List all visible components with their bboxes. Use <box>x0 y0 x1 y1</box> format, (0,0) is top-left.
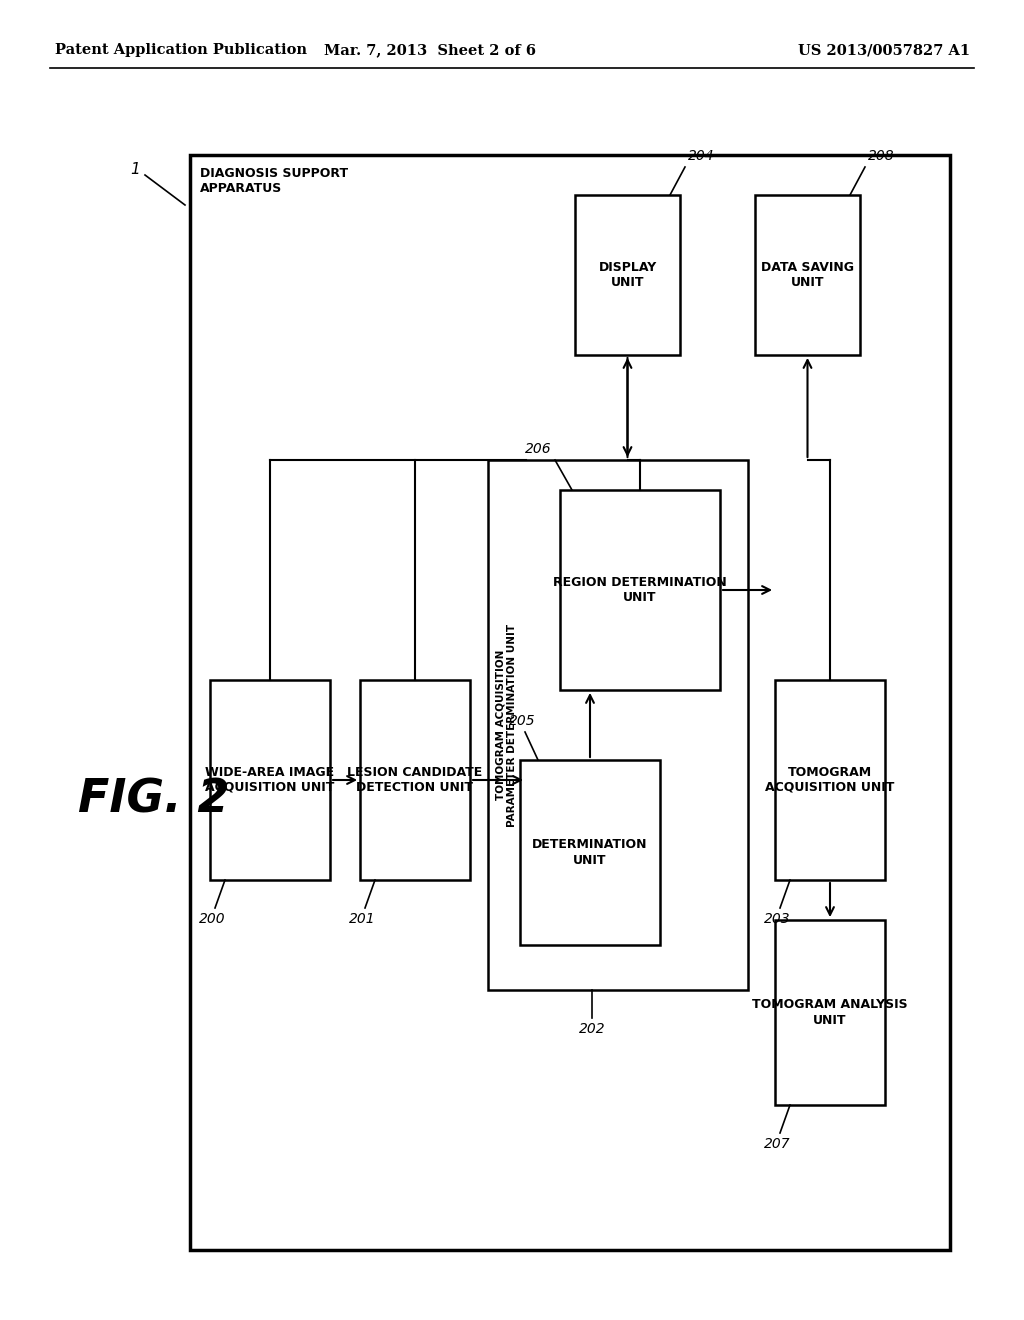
Text: TOMOGRAM
ACQUISITION UNIT: TOMOGRAM ACQUISITION UNIT <box>765 766 895 795</box>
Text: 206: 206 <box>525 442 552 455</box>
Text: US 2013/0057827 A1: US 2013/0057827 A1 <box>798 44 970 57</box>
Bar <box>755 195 860 355</box>
Text: Mar. 7, 2013  Sheet 2 of 6: Mar. 7, 2013 Sheet 2 of 6 <box>324 44 536 57</box>
Bar <box>520 760 660 945</box>
Text: REGION DETERMINATION
UNIT: REGION DETERMINATION UNIT <box>553 576 727 605</box>
Text: DISPLAY
UNIT: DISPLAY UNIT <box>598 261 656 289</box>
Bar <box>560 490 720 690</box>
Text: 205: 205 <box>509 714 536 729</box>
Text: WIDE-AREA IMAGE
ACQUISITION UNIT: WIDE-AREA IMAGE ACQUISITION UNIT <box>206 766 335 795</box>
Text: FIG. 2: FIG. 2 <box>78 777 229 822</box>
Bar <box>210 680 330 880</box>
Text: DETERMINATION
UNIT: DETERMINATION UNIT <box>532 838 648 866</box>
Text: Patent Application Publication: Patent Application Publication <box>55 44 307 57</box>
Bar <box>360 680 470 880</box>
Text: 208: 208 <box>868 149 895 162</box>
Text: 201: 201 <box>349 912 376 927</box>
Text: 200: 200 <box>199 912 225 927</box>
Text: 207: 207 <box>764 1137 791 1151</box>
Text: 203: 203 <box>764 912 791 927</box>
Text: DIAGNOSIS SUPPORT
APPARATUS: DIAGNOSIS SUPPORT APPARATUS <box>200 168 348 195</box>
Bar <box>190 154 950 1250</box>
Text: TOMOGRAM ACQUISITION
PARAMETER DETERMINATION UNIT: TOMOGRAM ACQUISITION PARAMETER DETERMINA… <box>496 623 517 826</box>
Bar <box>775 680 885 880</box>
Text: 1: 1 <box>130 162 140 177</box>
Text: DATA SAVING
UNIT: DATA SAVING UNIT <box>761 261 854 289</box>
Bar <box>575 195 680 355</box>
Text: 202: 202 <box>579 1022 605 1036</box>
Bar <box>488 459 748 990</box>
Text: TOMOGRAM ANALYSIS
UNIT: TOMOGRAM ANALYSIS UNIT <box>753 998 908 1027</box>
Text: LESION CANDIDATE
DETECTION UNIT: LESION CANDIDATE DETECTION UNIT <box>347 766 482 795</box>
Text: 204: 204 <box>688 149 715 162</box>
Bar <box>775 920 885 1105</box>
